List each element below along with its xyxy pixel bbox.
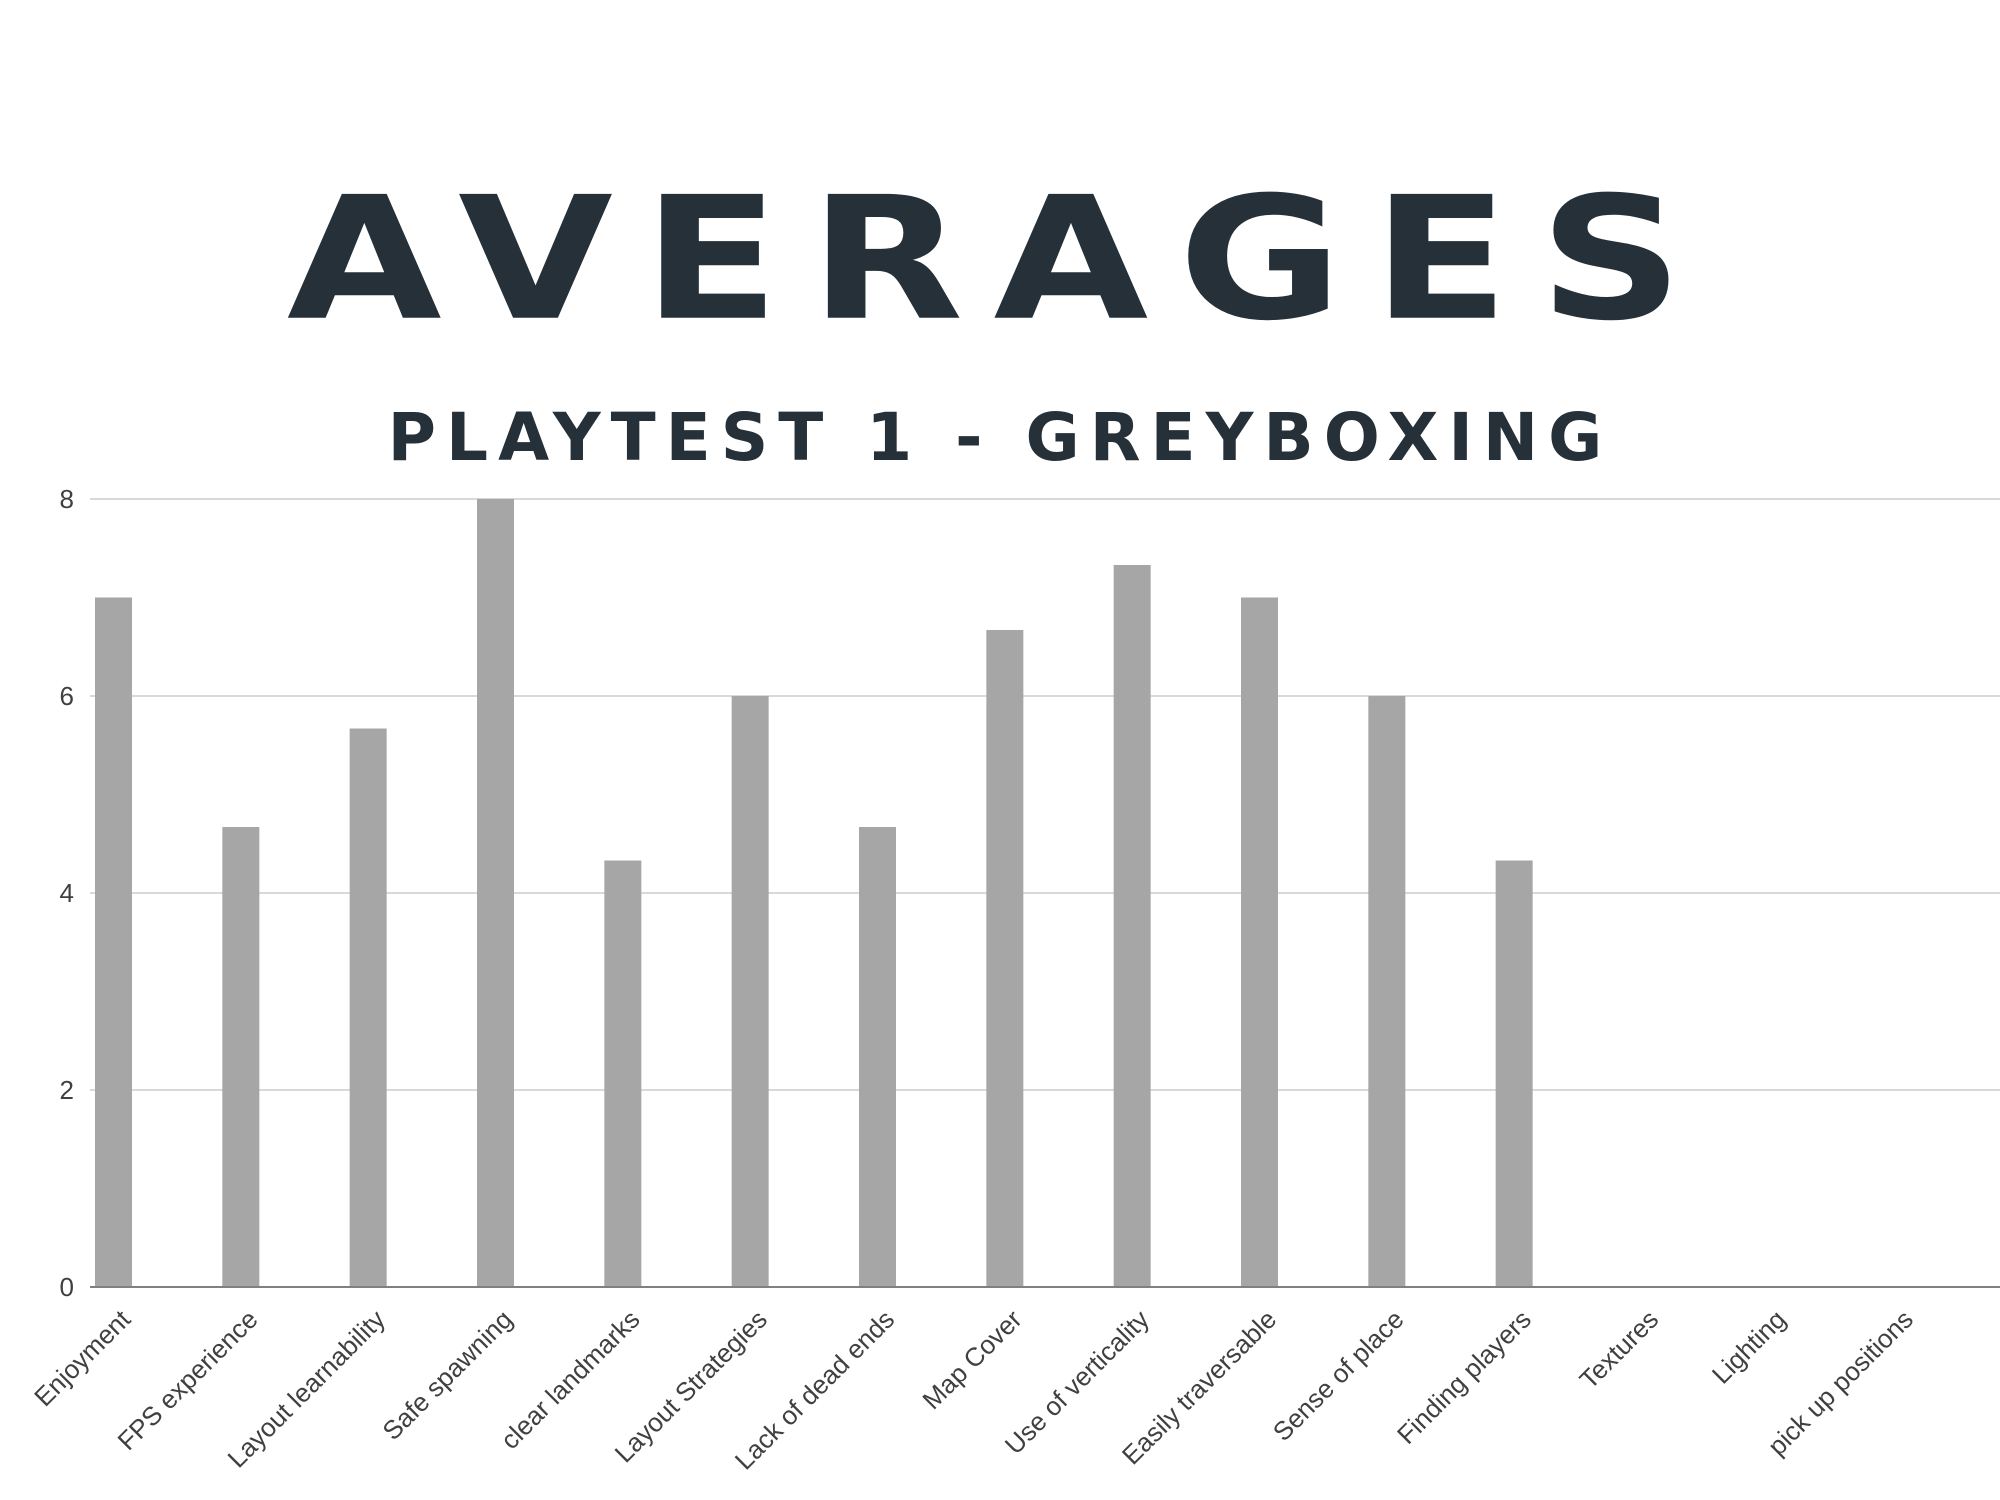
bar-easily-traversable [1241, 597, 1278, 1287]
bar-layout-strategies [731, 696, 769, 1287]
bar-fps-experience [222, 827, 260, 1287]
category-label: Sense of place [1267, 1304, 1410, 1447]
y-tick-label: 8 [60, 484, 74, 514]
category-label: Map Cover [916, 1304, 1027, 1415]
category-label: Finding players [1391, 1304, 1537, 1450]
bar-clear-landmarks [604, 860, 642, 1287]
chart-subtitle: PLAYTEST 1 - GREYBOXING [387, 399, 1613, 476]
bar-sense-of-place [1368, 696, 1406, 1287]
y-tick-label: 4 [60, 878, 74, 908]
bar-safe-spawning [477, 499, 514, 1287]
category-label: Textures [1574, 1304, 1665, 1395]
y-tick-labels: 0 2 4 6 8 [60, 484, 74, 1302]
y-tick-label: 0 [60, 1272, 74, 1302]
bar-map-cover [986, 630, 1024, 1287]
bar-lack-of-dead-ends [859, 827, 896, 1287]
chart-title: AVERAGES [286, 160, 1714, 359]
bar-use-of-verticality [1113, 564, 1151, 1287]
category-label: Safe spawning [376, 1304, 518, 1446]
bar-layout-learnability [349, 728, 387, 1287]
bar-enjoyment [95, 597, 132, 1287]
y-tick-label: 2 [60, 1075, 74, 1105]
category-label: Enjoyment [28, 1303, 137, 1412]
bars [95, 499, 1533, 1287]
category-label: Lighting [1706, 1304, 1792, 1390]
grid-lines [90, 498, 2000, 1091]
y-tick-label: 6 [60, 681, 74, 711]
bar-finding-players [1495, 860, 1533, 1287]
